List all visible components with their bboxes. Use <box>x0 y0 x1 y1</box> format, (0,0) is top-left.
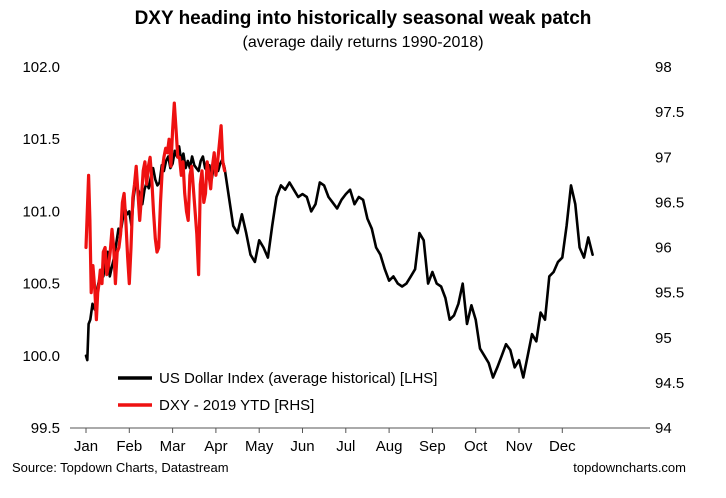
y-left-tick-label: 101.0 <box>22 203 60 220</box>
x-tick-label: Aug <box>376 438 403 455</box>
x-tick-label: Feb <box>116 438 142 455</box>
y-left-tick-label: 101.5 <box>22 131 60 148</box>
x-tick-label: Jan <box>74 438 98 455</box>
axes: Jan Feb Mar Apr May Jun Jul Aug Sep Oct Nov Dec 99.5… <box>22 59 684 455</box>
y-left-tick-label: 100.5 <box>22 276 60 293</box>
x-tick-label: Nov <box>506 438 533 455</box>
y-right-tick-label: 94 <box>655 420 672 437</box>
x-tick-label: Oct <box>464 438 488 455</box>
x-tick-label: Jul <box>336 438 355 455</box>
y-left-tick-label: 100.0 <box>22 348 60 365</box>
legend-label-usdx: US Dollar Index (average historical) [LH… <box>159 370 437 387</box>
y-right-tick-label: 95.5 <box>655 285 684 302</box>
legend-label-dxy2019: DXY - 2019 YTD [RHS] <box>159 397 314 414</box>
x-tick-label: May <box>245 438 274 455</box>
watermark: topdowncharts.com <box>573 460 686 475</box>
x-tick-label: Sep <box>419 438 446 455</box>
x-tick-label: Jun <box>290 438 314 455</box>
plot-area <box>84 101 594 379</box>
y-right-tick-label: 95 <box>655 330 672 347</box>
y-right-tick-label: 96.5 <box>655 194 684 211</box>
chart-title: DXY heading into historically seasonal w… <box>135 8 592 29</box>
chart-subtitle: (average daily returns 1990-2018) <box>242 34 483 51</box>
y-right-tick-label: 94.5 <box>655 375 684 392</box>
y-left-tick-label: 102.0 <box>22 59 60 76</box>
legend: US Dollar Index (average historical) [LH… <box>118 370 437 414</box>
y-right-tick-label: 98 <box>655 59 672 76</box>
x-tick-label: Dec <box>549 438 576 455</box>
y-left-tick-label: 99.5 <box>31 420 60 437</box>
source-note: Source: Topdown Charts, Datastream <box>12 460 229 475</box>
x-tick-label: Mar <box>160 438 186 455</box>
y-right-tick-label: 96 <box>655 240 672 257</box>
x-tick-label: Apr <box>204 438 227 455</box>
y-right-tick-label: 97 <box>655 149 672 166</box>
series-line-dxy-2019 <box>84 101 227 322</box>
y-right-tick-label: 97.5 <box>655 104 684 121</box>
